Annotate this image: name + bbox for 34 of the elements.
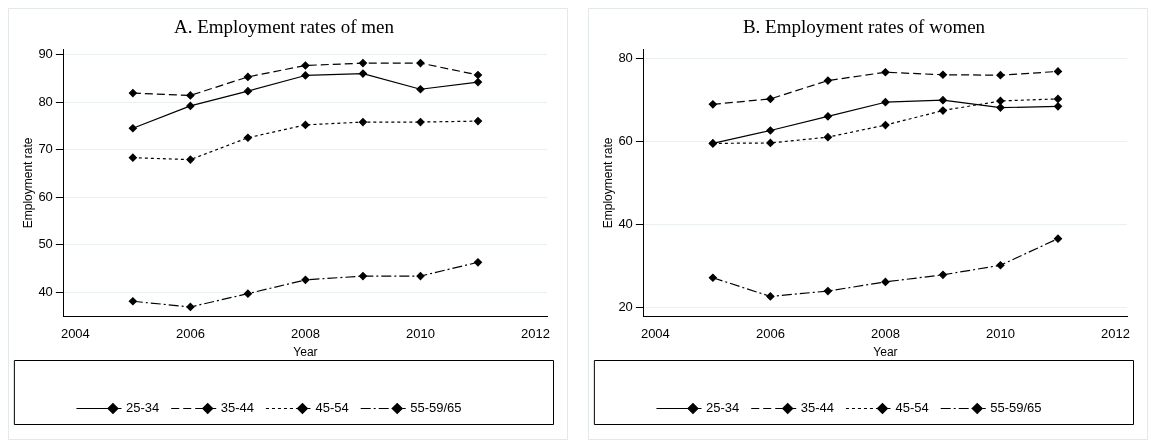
x-tick-label: 2004: [640, 326, 670, 342]
x-tick-label: 2010: [406, 326, 435, 342]
x-tick-label: 2010: [986, 326, 1015, 342]
y-tick-label: 80: [618, 49, 633, 65]
x-axis-title: Year: [873, 345, 898, 360]
legend-label: 45-54: [895, 400, 929, 416]
legend-label: 45-54: [315, 400, 349, 416]
legend-label: 25-34: [125, 400, 160, 416]
y-tick-label: 60: [38, 188, 53, 204]
x-tick-label: 2012: [1101, 326, 1130, 342]
y-tick-label: 90: [38, 46, 53, 62]
legend-label: 35-44: [220, 400, 254, 416]
y-tick-label: 80: [38, 93, 53, 109]
x-tick-label: 2006: [175, 326, 205, 342]
x-tick-label: 2004: [60, 326, 90, 342]
x-axis-title: Year: [293, 345, 318, 360]
y-tick-label: 50: [38, 236, 53, 252]
y-tick-label: 40: [618, 216, 633, 232]
legend-label: 25-34: [705, 400, 740, 416]
y-tick-label: 20: [618, 299, 633, 315]
y-axis-title: Employment rate: [600, 137, 615, 229]
y-tick-label: 40: [38, 283, 53, 299]
x-tick-label: 2008: [870, 326, 900, 342]
x-tick-label: 2012: [521, 326, 550, 342]
x-tick-label: 2008: [290, 326, 320, 342]
chart-title: B. Employment rates of women: [742, 16, 986, 38]
x-tick-label: 2006: [755, 326, 785, 342]
y-tick-label: 60: [618, 132, 633, 148]
chart-title: A. Employment rates of men: [173, 16, 395, 38]
legend-label: 55-59/65: [410, 400, 462, 416]
legend-label: 55-59/65: [990, 400, 1042, 416]
y-tick-label: 70: [38, 141, 53, 157]
y-axis-title: Employment rate: [20, 137, 35, 229]
legend-label: 35-44: [800, 400, 834, 416]
